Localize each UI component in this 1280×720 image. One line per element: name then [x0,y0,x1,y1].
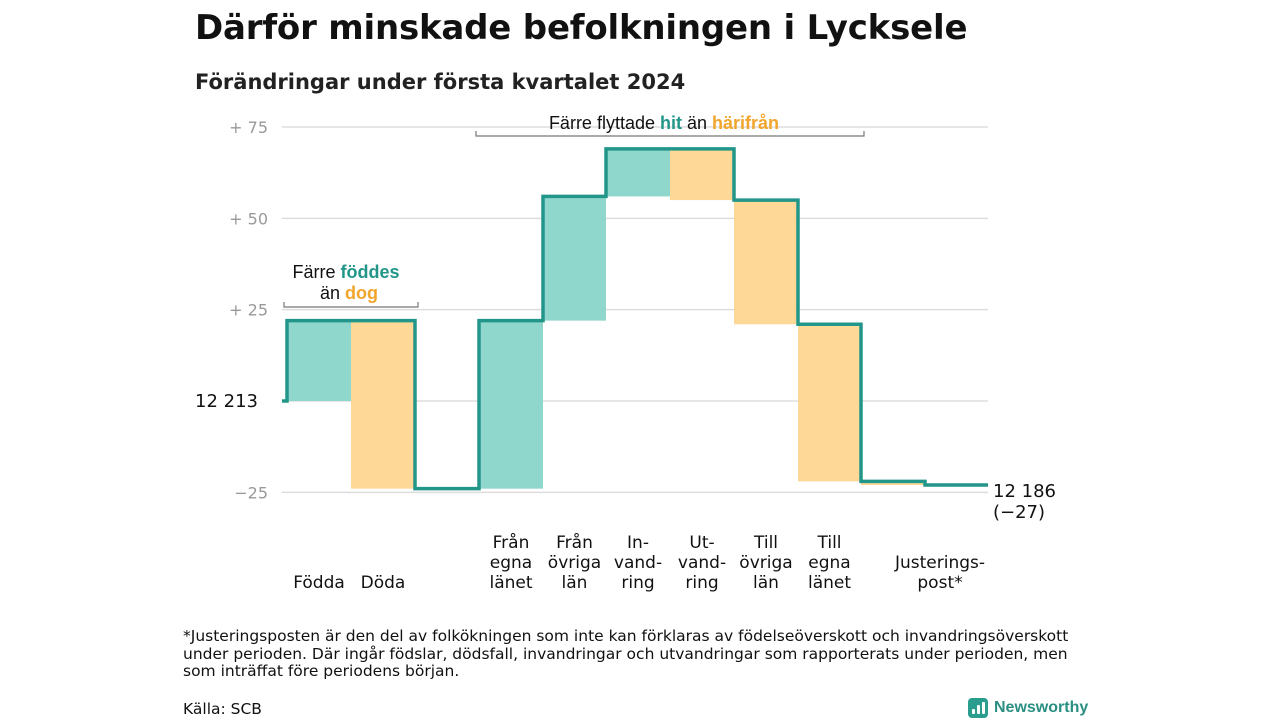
x-label-4-0: Från [556,532,593,553]
bar-step-8 [798,324,861,482]
x-label-6-1: vand- [678,553,726,573]
end-value-label: 12 186 [993,481,1056,502]
x-label-4-1: övriga [548,553,601,573]
x-label-8-0: Till [816,533,841,553]
x-label-9-1: post* [917,573,962,593]
y-tick-label-1: + 50 [229,209,268,228]
step-line [282,147,988,491]
x-label-3-1: egna [490,553,532,573]
x-label-5-0: In- [627,533,649,553]
annotation-births-line1: Färre föddes [292,262,399,282]
chart-subtitle: Förändringar under första kvartalet 2024 [195,70,686,94]
newsworthy-logo-icon [968,698,988,718]
bar-step-3 [479,320,543,489]
brand-logo: Newsworthy [968,696,1088,720]
bar-step-1 [351,320,415,489]
x-label-8-1: egna [808,553,850,573]
bar-step-0 [287,320,351,401]
start-value-label: 12 213 [195,391,258,412]
x-label-5-1: vand- [614,553,662,573]
brand-name: Newsworthy [994,699,1089,716]
x-label-7-2: län [753,573,779,593]
x-label-6-2: ring [685,573,718,593]
y-tick-labels: + 75 + 50 + 25 −25 12 213 12 186(−27) [195,118,1056,523]
annotation-births-bracket [283,302,419,308]
waterfall-step-line [282,147,988,491]
x-label-6-0: Ut- [689,533,714,553]
bar-step-4 [543,196,606,321]
x-label-9-0: Justerings- [894,553,985,573]
bar-step-6 [670,148,734,201]
x-label-3-0: Från [493,532,530,553]
y-tick-label-3: −25 [234,483,268,502]
y-tick-label-0: + 75 [229,118,268,137]
annotation-moves-bracket [475,131,865,137]
x-label-0-0: Födda [293,573,345,593]
bars [287,148,925,489]
x-label-1-0: Döda [361,573,406,593]
footnote: *Justeringsposten är den del av folkökni… [183,627,1069,680]
x-label-7-0: Till [753,533,778,553]
x-label-4-2: län [562,573,588,593]
x-label-3-2: länet [489,573,532,593]
y-tick-label-2: + 25 [229,301,268,320]
x-label-8-2: länet [808,573,851,593]
bar-step-9 [861,481,925,486]
bar-step-5 [606,148,670,197]
chart-title: Därför minskade befolkningen i Lycksele [195,8,968,48]
x-label-7-1: övriga [739,553,792,573]
end-change-label: (−27) [993,502,1045,523]
x-category-labels: Födda DödaFrånegnalänetFrånövrigalänIn-va… [293,532,985,593]
source-label: Källa: SCB [183,700,262,718]
waterfall-chart: + 75 + 50 + 25 −25 12 213 12 186(−27) Födda Dö… [195,113,1056,593]
x-label-5-2: ring [621,573,654,593]
annotation-moves: Färre flyttade hit än härifrån [549,113,779,133]
annotation-births-line2: än dog [320,283,378,303]
bar-step-7 [734,200,798,325]
